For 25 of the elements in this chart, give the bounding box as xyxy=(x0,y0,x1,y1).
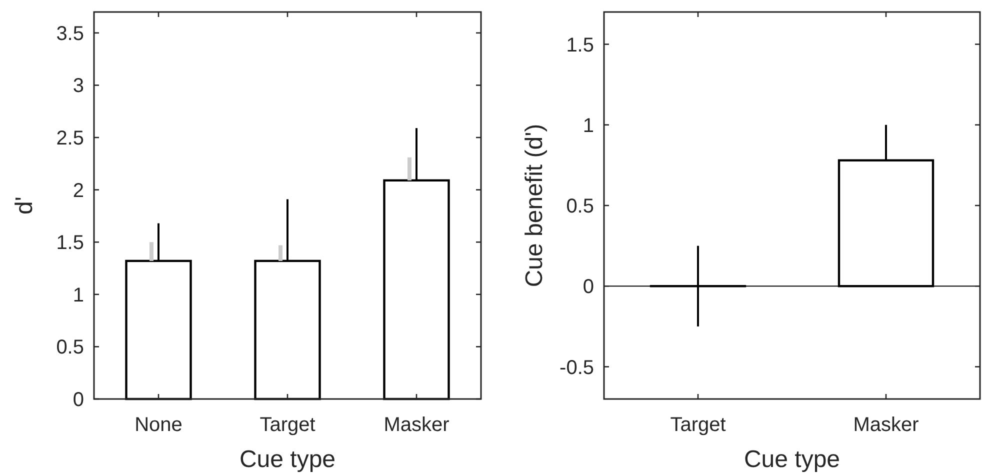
y-tick-label: 0.5 xyxy=(56,336,84,359)
x-axis-title: Cue type xyxy=(239,446,336,473)
x-axis-title: Cue type xyxy=(744,446,840,473)
y-axis-title: Cue benefit (d') xyxy=(521,124,548,288)
y-tick-label: 3.5 xyxy=(56,22,84,45)
x-tick-label: Target xyxy=(260,414,316,436)
y-tick-label: 1 xyxy=(72,284,84,306)
x-tick-label: Masker xyxy=(384,414,450,436)
x-tick-label: None xyxy=(134,414,182,436)
x-tick-label: Target xyxy=(670,414,726,436)
y-tick-label: 0 xyxy=(582,276,594,298)
bar xyxy=(408,157,412,180)
y-tick-label: 2.5 xyxy=(56,128,84,150)
y-tick-label: 0.5 xyxy=(566,196,594,218)
x-tick-label: Masker xyxy=(853,414,920,436)
bar xyxy=(150,242,154,261)
y-tick-label: 1.5 xyxy=(56,232,84,254)
y-axis-title: d' xyxy=(11,196,38,214)
y-tick-label: 0 xyxy=(72,389,84,411)
y-tick-label: 1.5 xyxy=(566,34,594,56)
bar xyxy=(278,245,282,261)
y-tick-label: -0.5 xyxy=(560,356,594,379)
y-tick-label: 1 xyxy=(582,114,594,137)
y-tick-label: 3 xyxy=(72,75,84,98)
y-tick-label: 2 xyxy=(72,180,84,202)
